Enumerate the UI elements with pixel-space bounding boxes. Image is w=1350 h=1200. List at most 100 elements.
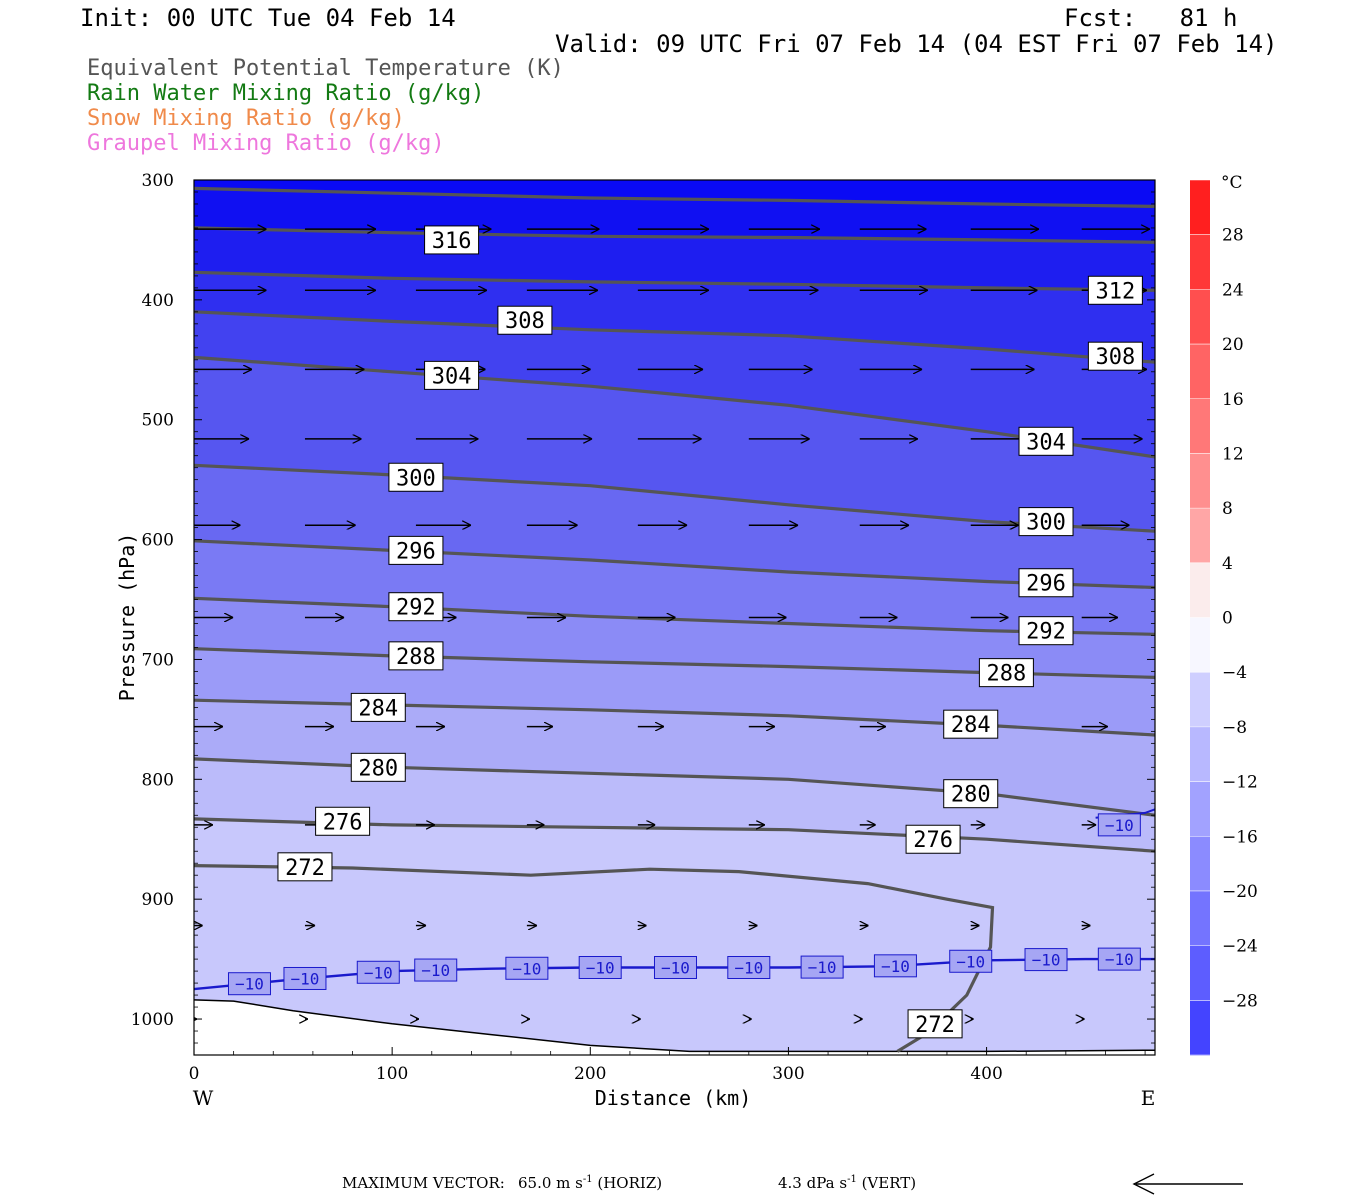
theta-e-label-text: 316 bbox=[432, 229, 472, 254]
isotherm-label-text: −10 bbox=[364, 963, 393, 982]
x-tick-label: 400 bbox=[970, 1064, 1002, 1084]
isotherm-label: −10 bbox=[505, 956, 549, 980]
theta-e-contour-320 bbox=[194, 186, 1155, 208]
isotherm-label-box bbox=[414, 958, 458, 982]
colorbar-swatch bbox=[1190, 836, 1210, 892]
label-box bbox=[388, 641, 444, 671]
isotherm-label: −10 bbox=[227, 972, 271, 996]
isotherm-label-text: −10 bbox=[881, 957, 910, 976]
max-vert-vector: 4.3 dPa s-1 (VERT) bbox=[778, 1174, 916, 1192]
theta-e-label-text: 272 bbox=[285, 856, 325, 881]
isotherm-label-box bbox=[727, 956, 771, 979]
colorbar-tick-label: 4 bbox=[1222, 554, 1233, 574]
isotherm-label: −10 bbox=[653, 956, 697, 979]
label-box bbox=[277, 852, 333, 882]
colorbar-swatch bbox=[1190, 344, 1210, 400]
isotherm-label: −10 bbox=[356, 960, 400, 984]
y-tick-label: 400 bbox=[142, 291, 174, 311]
max-horiz-value: 65.0 m s bbox=[518, 1174, 583, 1192]
colorbar-swatch bbox=[1190, 453, 1210, 509]
isotherm-label-text: −10 bbox=[586, 959, 615, 978]
colorbar-tick-label: 16 bbox=[1222, 390, 1244, 410]
label-box bbox=[1018, 616, 1074, 646]
isotherm-label-text: −10 bbox=[808, 958, 837, 977]
max-horiz-vector: 65.0 m s-1 (HORIZ) bbox=[518, 1174, 662, 1192]
theta-e-label: 292 bbox=[388, 592, 444, 622]
east-label: E bbox=[1141, 1086, 1156, 1110]
isotherm-label: −10 bbox=[414, 958, 458, 982]
colorbar-tick-label: 8 bbox=[1222, 499, 1233, 519]
theta-e-label: 296 bbox=[1018, 568, 1074, 598]
theta-e-contour-272 bbox=[194, 864, 995, 1053]
colorbar-tick-label: −24 bbox=[1222, 937, 1258, 957]
theta-e-label-text: 308 bbox=[1095, 345, 1135, 370]
isotherm-label: −10 bbox=[727, 956, 771, 979]
theta-e-label: 308 bbox=[1087, 341, 1143, 371]
y-tick-label: 300 bbox=[142, 171, 174, 191]
isotherm-label-box bbox=[227, 972, 271, 996]
theta-e-label: 280 bbox=[350, 752, 406, 782]
label-box bbox=[388, 462, 444, 492]
legend-rain: Rain Water Mixing Ratio (g/kg) bbox=[87, 81, 485, 106]
label-box bbox=[1018, 426, 1074, 456]
theta-e-label: 280 bbox=[943, 779, 999, 809]
colorbar-tick-label: 24 bbox=[1222, 280, 1244, 300]
label-box bbox=[943, 709, 999, 739]
colorbar-unit: °C bbox=[1221, 173, 1243, 193]
label-box bbox=[388, 592, 444, 622]
max-vector-label: MAXIMUM VECTOR: bbox=[342, 1174, 505, 1192]
theta-e-label-text: 292 bbox=[1026, 620, 1066, 645]
label-box bbox=[388, 535, 444, 565]
theta-e-label: 304 bbox=[424, 360, 480, 390]
isotherm-label-box bbox=[578, 956, 622, 979]
isotherm-label-text: −10 bbox=[291, 969, 320, 988]
label-box bbox=[905, 824, 961, 854]
colorbar-tick-label: 0 bbox=[1222, 609, 1233, 629]
plot-frame bbox=[193, 179, 1156, 1056]
isotherm-label-text: −10 bbox=[512, 959, 541, 978]
x-axis-label: Distance (km) bbox=[595, 1086, 752, 1110]
colorbar-swatch bbox=[1190, 890, 1210, 947]
isotherm-label-text: −10 bbox=[956, 952, 985, 971]
label-box bbox=[1087, 341, 1143, 371]
isotherm-label: −10 bbox=[578, 956, 622, 979]
max-vert-value: 4.3 dPa s bbox=[778, 1174, 848, 1192]
max-vert-exponent: -1 bbox=[847, 1174, 857, 1185]
legend-graupel: Graupel Mixing Ratio (g/kg) bbox=[87, 131, 445, 156]
colorbar-swatch bbox=[1190, 945, 1210, 1001]
theta-e-label: 276 bbox=[905, 824, 961, 854]
isotherm-label: −10 bbox=[873, 954, 917, 978]
init-time: Init: 00 UTC Tue 04 Feb 14 bbox=[80, 4, 456, 32]
theta-e-label-text: 296 bbox=[1026, 572, 1066, 597]
isotherm-label-box bbox=[1097, 947, 1141, 971]
theta-e-label: 284 bbox=[350, 692, 406, 722]
theta-e-label: 292 bbox=[1018, 616, 1074, 646]
legend-snow: Snow Mixing Ratio (g/kg) bbox=[87, 106, 405, 131]
x-tick-label: 300 bbox=[772, 1064, 804, 1084]
isotherm-label-box bbox=[800, 955, 844, 979]
isotherm-label: −10 bbox=[800, 955, 844, 979]
theta-e-label-text: 284 bbox=[358, 696, 398, 721]
theta-e-label-text: 288 bbox=[987, 662, 1027, 687]
isotherm-label: −10 bbox=[1097, 947, 1141, 971]
isotherm-label: −10 bbox=[1097, 813, 1141, 837]
theta-e-label: 304 bbox=[1018, 426, 1074, 456]
terrain-fill bbox=[194, 999, 1155, 1055]
theta-e-label-text: 292 bbox=[396, 596, 436, 621]
west-label: W bbox=[193, 1086, 214, 1110]
isotherm-label-box bbox=[1097, 813, 1141, 837]
theta-e-label-text: 300 bbox=[396, 466, 436, 491]
isotherm-label: −10 bbox=[283, 966, 327, 990]
y-tick-label: 900 bbox=[142, 890, 174, 910]
max-horiz-unit: (HORIZ) bbox=[592, 1174, 663, 1192]
theta-e-label: 312 bbox=[1087, 275, 1143, 305]
isotherm-label-text: −10 bbox=[734, 959, 763, 978]
theta-e-label-text: 300 bbox=[1026, 511, 1066, 536]
isotherm-label-box bbox=[873, 954, 917, 978]
isotherm-label-box bbox=[505, 956, 549, 980]
max-vert-unit: (VERT) bbox=[856, 1174, 917, 1192]
colorbar-swatch bbox=[1190, 289, 1210, 345]
y-tick-label: 600 bbox=[142, 531, 174, 551]
isotherm-label-text: −10 bbox=[235, 975, 264, 994]
theta-e-contour-316 bbox=[194, 226, 1155, 244]
